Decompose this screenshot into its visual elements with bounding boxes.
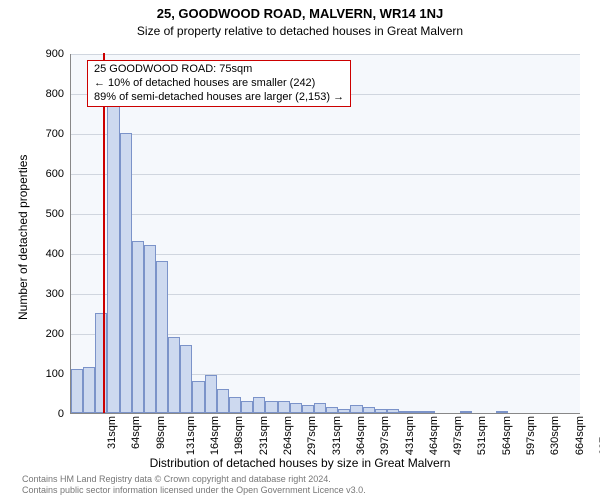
credits-line-2: Contains public sector information licen…	[22, 485, 366, 496]
x-tick: 564sqm	[501, 416, 513, 455]
histogram-bar	[156, 261, 168, 413]
y-tick: 500	[34, 208, 64, 220]
y-tick: 0	[34, 408, 64, 420]
x-tick: 597sqm	[525, 416, 537, 455]
credits-line-1: Contains HM Land Registry data © Crown c…	[22, 474, 366, 485]
x-tick: 464sqm	[428, 416, 440, 455]
histogram-bar	[205, 375, 217, 413]
histogram-bar	[132, 241, 144, 413]
histogram-bar	[229, 397, 241, 413]
grid-line	[71, 214, 580, 215]
histogram-bar	[423, 411, 435, 413]
x-tick: 630sqm	[549, 416, 561, 455]
y-tick: 800	[34, 88, 64, 100]
histogram-bar	[241, 401, 253, 413]
x-tick: 64sqm	[130, 416, 142, 449]
y-tick: 100	[34, 368, 64, 380]
x-tick-labels: 31sqm 64sqm 98sqm 131sqm 164sqm 198sqm 231sqm 2…	[70, 414, 580, 458]
histogram-bar	[399, 411, 411, 413]
histogram-bar	[71, 369, 83, 413]
histogram-bar	[107, 101, 119, 413]
histogram-bar	[144, 245, 156, 413]
x-tick: 231sqm	[258, 416, 270, 455]
histogram-bar	[496, 411, 508, 413]
histogram-bar	[217, 389, 229, 413]
x-tick: 397sqm	[379, 416, 391, 455]
y-tick: 400	[34, 248, 64, 260]
histogram-bar	[83, 367, 95, 413]
histogram-bar	[326, 407, 338, 413]
grid-line	[71, 134, 580, 135]
grid-line	[71, 54, 580, 55]
x-tick: 531sqm	[477, 416, 489, 455]
histogram-bar	[192, 381, 204, 413]
y-tick: 600	[34, 168, 64, 180]
x-tick: 364sqm	[355, 416, 367, 455]
histogram-bar	[278, 401, 290, 413]
x-tick: 98sqm	[155, 416, 167, 449]
x-tick: 264sqm	[282, 416, 294, 455]
x-tick: 331sqm	[331, 416, 343, 455]
y-axis-label: Number of detached properties	[16, 155, 30, 320]
histogram-bar	[338, 409, 350, 413]
x-axis-label: Distribution of detached houses by size …	[0, 456, 600, 470]
grid-line	[71, 174, 580, 175]
x-tick: 297sqm	[307, 416, 319, 455]
histogram-bar	[302, 405, 314, 413]
histogram-bar	[460, 411, 472, 413]
chart-subtitle: Size of property relative to detached ho…	[0, 24, 600, 38]
histogram-bar	[411, 411, 423, 413]
x-tick: 164sqm	[209, 416, 221, 455]
histogram-bar	[350, 405, 362, 413]
histogram-bar	[253, 397, 265, 413]
x-tick: 497sqm	[452, 416, 464, 455]
annotation-line-1: 25 GOODWOOD ROAD: 75sqm	[94, 63, 344, 77]
y-tick-labels: 0100200300400500600700800900	[34, 54, 68, 414]
chart-title: 25, GOODWOOD ROAD, MALVERN, WR14 1NJ	[0, 6, 600, 21]
x-tick: 198sqm	[234, 416, 246, 455]
x-tick: 664sqm	[574, 416, 586, 455]
histogram-bar	[363, 407, 375, 413]
x-tick: 431sqm	[404, 416, 416, 455]
plot-area: 25 GOODWOOD ROAD: 75sqm ← 10% of detache…	[70, 54, 580, 414]
histogram-bar	[95, 313, 107, 413]
y-tick: 900	[34, 48, 64, 60]
y-tick: 700	[34, 128, 64, 140]
annotation-line-2: ← 10% of detached houses are smaller (24…	[94, 77, 344, 91]
y-tick: 300	[34, 288, 64, 300]
histogram-bar	[375, 409, 387, 413]
histogram-bar	[387, 409, 399, 413]
y-tick: 200	[34, 328, 64, 340]
histogram-bar	[168, 337, 180, 413]
histogram-bar	[120, 133, 132, 413]
chart-container: 25, GOODWOOD ROAD, MALVERN, WR14 1NJ Siz…	[0, 0, 600, 500]
histogram-bar	[314, 403, 326, 413]
histogram-bar	[290, 403, 302, 413]
annotation-box: 25 GOODWOOD ROAD: 75sqm ← 10% of detache…	[87, 60, 351, 107]
x-tick: 131sqm	[185, 416, 197, 455]
annotation-line-3: 89% of semi-detached houses are larger (…	[94, 91, 344, 105]
histogram-bar	[180, 345, 192, 413]
histogram-bar	[265, 401, 277, 413]
credits-block: Contains HM Land Registry data © Crown c…	[22, 474, 366, 496]
x-tick: 31sqm	[106, 416, 118, 449]
